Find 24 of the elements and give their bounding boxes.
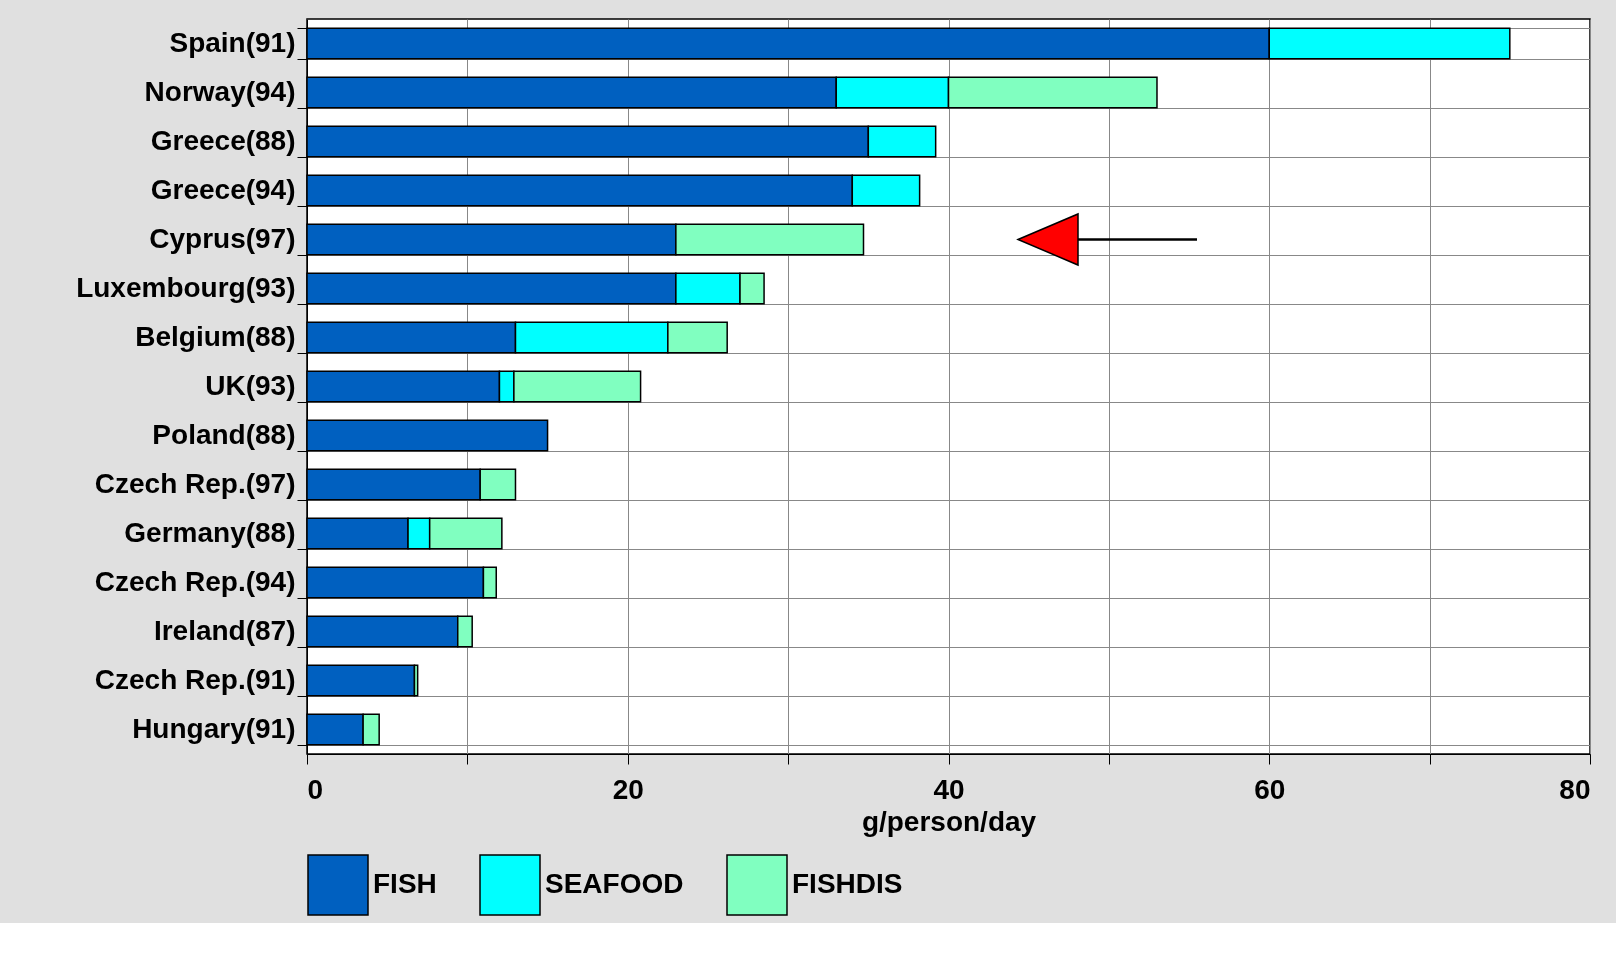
- y-tick-label: Ireland(87): [153, 615, 296, 646]
- x-tick-label: 20: [612, 773, 644, 805]
- y-tick-label: Spain(91): [169, 27, 296, 58]
- legend-label: FISH: [373, 868, 437, 899]
- y-tick-label: Germany(88): [124, 517, 296, 548]
- y-tick-label: Belgium(88): [135, 321, 296, 352]
- legend-label: SEAFOOD: [545, 868, 684, 899]
- y-tick-label: Luxembourg(93): [76, 272, 296, 303]
- x-tick-label: 40: [933, 773, 965, 805]
- y-tick-label: Czech Rep.(97): [94, 468, 296, 499]
- y-tick-label: Czech Rep.(91): [94, 664, 296, 695]
- x-tick-label: 0: [307, 773, 324, 805]
- x-axis-title: g/person/day: [861, 805, 1037, 837]
- y-tick-label: Norway(94): [144, 76, 296, 107]
- y-tick-label: Poland(88): [152, 419, 296, 450]
- x-tick-label: 80: [1559, 773, 1591, 805]
- x-tick-label: 60: [1254, 773, 1286, 805]
- legend-label: FISHDIS: [792, 868, 903, 899]
- y-tick-label: Czech Rep.(94): [94, 566, 296, 597]
- y-tick-label: Greece(88): [150, 125, 296, 156]
- y-tick-label: UK(93): [205, 370, 296, 401]
- y-tick-label: Cyprus(97): [149, 223, 296, 254]
- y-tick-label: Greece(94): [150, 174, 296, 205]
- y-tick-label: Hungary(91): [132, 713, 296, 744]
